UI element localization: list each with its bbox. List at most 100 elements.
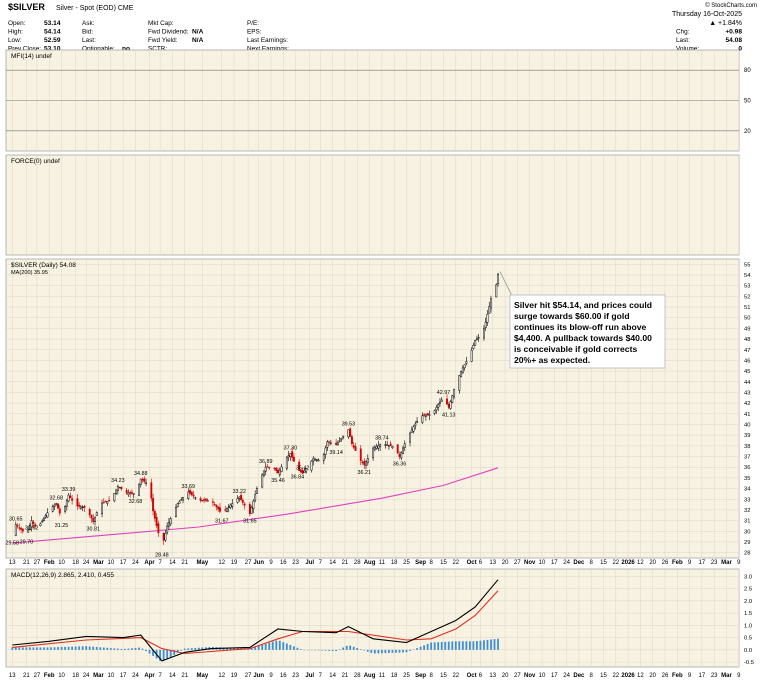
candle-body	[340, 438, 343, 440]
candle-body	[275, 467, 278, 471]
macd-histogram-bar	[402, 649, 404, 653]
macd-axis-tick: 1.5	[744, 611, 752, 617]
x-axis-tick: May	[197, 560, 209, 566]
x-axis-tick: 13	[9, 673, 16, 679]
candle-body	[396, 444, 399, 454]
x-axis-tick: 21	[342, 673, 349, 679]
price-data-label: 31.65	[243, 519, 257, 525]
macd-histogram-bar	[50, 647, 52, 650]
candle-body	[352, 445, 355, 448]
x-axis-tick: 7	[319, 560, 323, 566]
candle-body	[402, 447, 404, 455]
candle-body	[125, 490, 128, 494]
candle-body	[373, 446, 376, 450]
candle-body	[264, 466, 267, 472]
candle-body	[289, 453, 292, 457]
macd-histogram-bar	[486, 639, 489, 650]
x-axis-tick: 9	[737, 673, 741, 679]
candle-body	[410, 429, 413, 433]
macd-histogram-bar	[85, 646, 88, 650]
candle-body	[217, 506, 220, 510]
header-field-label: Bid:	[82, 29, 93, 36]
candle-body	[361, 461, 364, 464]
price-data-label: 36.89	[259, 459, 273, 465]
annotation-line: is conceivable if gold corrects	[514, 344, 637, 354]
macd-histogram-bar	[465, 641, 468, 650]
candle-body	[178, 501, 181, 504]
macd-histogram-bar	[398, 649, 401, 653]
macd-histogram-bar	[190, 648, 193, 650]
macd-histogram-bar	[67, 646, 70, 650]
macd-histogram-bar	[278, 640, 281, 650]
price-axis-tick: 32	[744, 508, 750, 514]
macd-histogram-bar	[194, 647, 197, 650]
candle-body	[414, 423, 417, 426]
x-axis-tick: 17	[699, 560, 706, 566]
candle-body	[389, 443, 392, 447]
x-axis-tick: Feb	[672, 673, 683, 679]
header-field-label: Ask:	[82, 20, 95, 27]
x-axis-tick: Feb	[672, 560, 683, 566]
candle-body	[433, 410, 436, 414]
price-data-label: 36.21	[358, 470, 372, 476]
x-axis-tick: Oct	[467, 673, 477, 679]
macd-histogram-bar	[14, 647, 17, 650]
price-data-label: 29.58	[6, 541, 20, 547]
macd-histogram-bar	[285, 643, 288, 650]
macd-histogram-bar	[331, 649, 334, 651]
price-data-label: 33.69	[182, 484, 196, 490]
macd-histogram-bar	[268, 642, 271, 650]
x-axis-tick: Mar	[93, 560, 104, 566]
candle-body	[280, 466, 283, 473]
x-axis-tick: 14	[169, 673, 176, 679]
header-field-value: 53.10	[44, 46, 61, 53]
header-field-value: 52.59	[44, 37, 61, 44]
price-data-label: 37.30	[284, 445, 298, 451]
macd-histogram-bar	[53, 647, 56, 650]
candle-body	[273, 467, 276, 470]
price-axis-tick: 37	[744, 455, 750, 461]
candle-body	[460, 370, 463, 377]
header-field-label: Optionable:	[82, 46, 115, 53]
panel-label-macd: MACD(12,26,9) 2.865, 2.410, 0.455	[11, 572, 114, 579]
macd-histogram-bar	[317, 649, 320, 651]
candle-body	[27, 529, 30, 533]
macd-histogram-bar	[46, 647, 49, 650]
macd-histogram-bar	[419, 646, 422, 650]
x-axis-tick: 11	[379, 673, 386, 679]
macd-histogram-bar	[43, 647, 45, 650]
macd-histogram-bar	[366, 649, 369, 652]
candle-body	[67, 494, 70, 502]
macd-histogram-bar	[36, 647, 38, 650]
macd-histogram-bar	[78, 646, 81, 650]
x-axis-tick: 6	[479, 560, 483, 566]
x-axis-tick: 24	[563, 560, 570, 566]
macd-histogram-bar	[483, 640, 485, 650]
mfi-axis-tick: 80	[744, 68, 751, 74]
legend-ma200: MA(200) 35.95	[11, 270, 48, 276]
candle-body	[51, 506, 54, 512]
header-field-value: 53.14	[44, 20, 61, 27]
candle-body	[379, 444, 382, 447]
header-field-label: P/E:	[247, 20, 259, 27]
panel-force	[5, 154, 740, 256]
panel-label-price: $SILVER (Daily) 54.08	[11, 262, 76, 269]
annotation-box	[509, 294, 666, 369]
candle-body	[28, 525, 31, 530]
x-axis-tick: 21	[181, 673, 188, 679]
candle-body	[219, 507, 221, 512]
x-axis-tick: 24	[83, 673, 90, 679]
candle-body	[291, 451, 294, 458]
candle-body	[16, 525, 19, 527]
macd-histogram-bar	[134, 647, 137, 650]
x-axis-tick: Sep	[415, 673, 426, 679]
candle-body	[428, 414, 431, 416]
annotation-line: 20%+ as expected.	[514, 355, 590, 365]
price-axis-tick: 29	[744, 540, 750, 546]
macd-histogram-bar	[335, 649, 338, 652]
candle-body	[301, 470, 304, 474]
macd-histogram-bar	[18, 647, 21, 650]
candle-body	[312, 458, 315, 462]
x-axis-tick: Aug	[364, 560, 376, 566]
candle-body	[439, 401, 441, 404]
